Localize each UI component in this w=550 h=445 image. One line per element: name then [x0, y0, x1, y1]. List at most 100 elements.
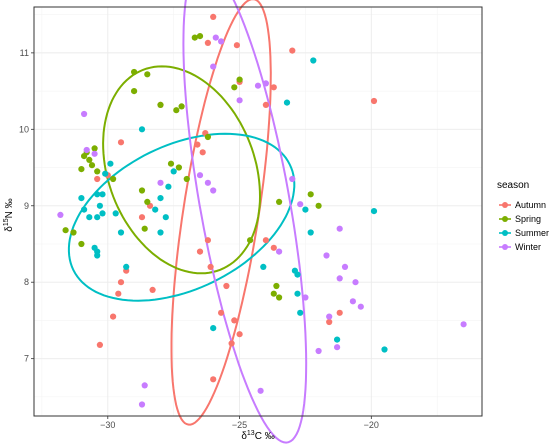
point-spring	[91, 145, 98, 152]
point-spring	[144, 198, 151, 205]
legend: season Autumn Spring Summer Winter	[497, 180, 549, 252]
point-winter	[141, 382, 148, 389]
point-autumn	[138, 214, 146, 221]
x-tick-label: −25	[232, 420, 247, 430]
point-spring	[175, 164, 182, 171]
point-summer	[283, 99, 291, 106]
legend-label-summer: Summer	[515, 228, 549, 238]
point-spring	[273, 282, 280, 290]
point-spring	[247, 237, 254, 244]
point-summer	[370, 208, 378, 215]
point-summer	[96, 202, 103, 209]
point-summer	[157, 229, 164, 236]
legend-label-autumn: Autumn	[515, 200, 546, 210]
point-winter	[138, 401, 146, 408]
point-summer	[157, 195, 164, 202]
point-autumn	[228, 340, 235, 347]
point-autumn	[194, 141, 201, 148]
point-spring	[196, 33, 204, 40]
point-autumn	[96, 341, 103, 348]
point-winter	[81, 110, 88, 118]
x-axis-title: δ13C ‰	[241, 430, 274, 442]
point-winter	[57, 211, 64, 218]
point-winter	[289, 175, 296, 183]
point-winter	[349, 298, 356, 305]
point-autumn	[210, 376, 217, 383]
point-autumn	[94, 175, 101, 183]
point-autumn	[199, 149, 206, 156]
legend-title: season	[497, 180, 529, 191]
point-spring	[315, 202, 322, 209]
axis-ticks: −30 −25 −20 7 8 9 10 11	[19, 48, 379, 430]
confidence-ellipses	[67, 0, 308, 444]
point-summer	[294, 271, 301, 278]
legend-label-spring: Spring	[515, 214, 541, 224]
point-spring	[276, 198, 283, 205]
point-spring	[307, 191, 314, 198]
point-autumn	[210, 13, 217, 20]
point-winter	[352, 279, 359, 286]
y-tick-label: 7	[24, 354, 29, 364]
point-autumn	[262, 237, 269, 244]
point-summer	[123, 263, 130, 270]
point-spring	[131, 88, 138, 95]
point-autumn	[110, 313, 117, 320]
point-autumn	[196, 248, 204, 255]
point-summer	[297, 309, 304, 316]
point-spring	[78, 166, 85, 173]
point-summer	[86, 214, 93, 221]
point-summer	[152, 206, 159, 213]
point-winter	[302, 294, 309, 301]
legend-key-point-spring	[502, 216, 508, 222]
point-autumn	[270, 244, 277, 251]
plot-border	[33, 6, 483, 417]
point-autumn	[236, 331, 243, 338]
point-winter	[334, 344, 341, 351]
point-spring	[88, 162, 96, 169]
point-summer	[210, 325, 217, 332]
point-spring	[173, 107, 180, 114]
point-winter	[210, 187, 217, 194]
point-spring	[191, 34, 198, 41]
legend-label-winter: Winter	[515, 242, 541, 252]
point-summer	[165, 183, 172, 190]
point-spring	[141, 225, 148, 232]
point-winter	[262, 80, 269, 87]
point-spring	[167, 160, 175, 167]
data-points	[57, 13, 467, 408]
point-spring	[62, 227, 69, 234]
ellipse-spring	[102, 65, 262, 275]
point-autumn	[289, 47, 296, 54]
point-summer	[81, 206, 88, 213]
point-summer	[307, 229, 314, 236]
point-summer	[381, 346, 388, 353]
point-spring	[231, 84, 238, 91]
point-autumn	[262, 101, 269, 108]
point-winter	[212, 34, 219, 41]
ellipse-winter	[182, 0, 308, 444]
point-autumn	[149, 286, 156, 293]
point-autumn	[204, 39, 211, 47]
point-summer	[94, 191, 101, 198]
point-winter	[326, 313, 333, 320]
point-spring	[157, 101, 164, 108]
point-winter	[460, 321, 467, 328]
point-summer	[302, 206, 309, 213]
point-summer	[107, 160, 114, 167]
point-winter	[254, 82, 262, 89]
y-tick-label: 8	[24, 277, 29, 287]
point-autumn	[336, 309, 343, 316]
point-winter	[91, 150, 98, 157]
point-winter	[210, 63, 217, 70]
point-spring	[144, 71, 151, 78]
point-autumn	[326, 318, 333, 326]
point-winter	[297, 201, 304, 208]
point-winter	[341, 263, 349, 270]
legend-key-point-summer	[502, 230, 508, 236]
point-spring	[81, 153, 88, 160]
point-spring	[276, 294, 283, 301]
point-summer	[260, 263, 267, 270]
point-spring	[131, 68, 138, 76]
point-summer	[99, 210, 106, 217]
